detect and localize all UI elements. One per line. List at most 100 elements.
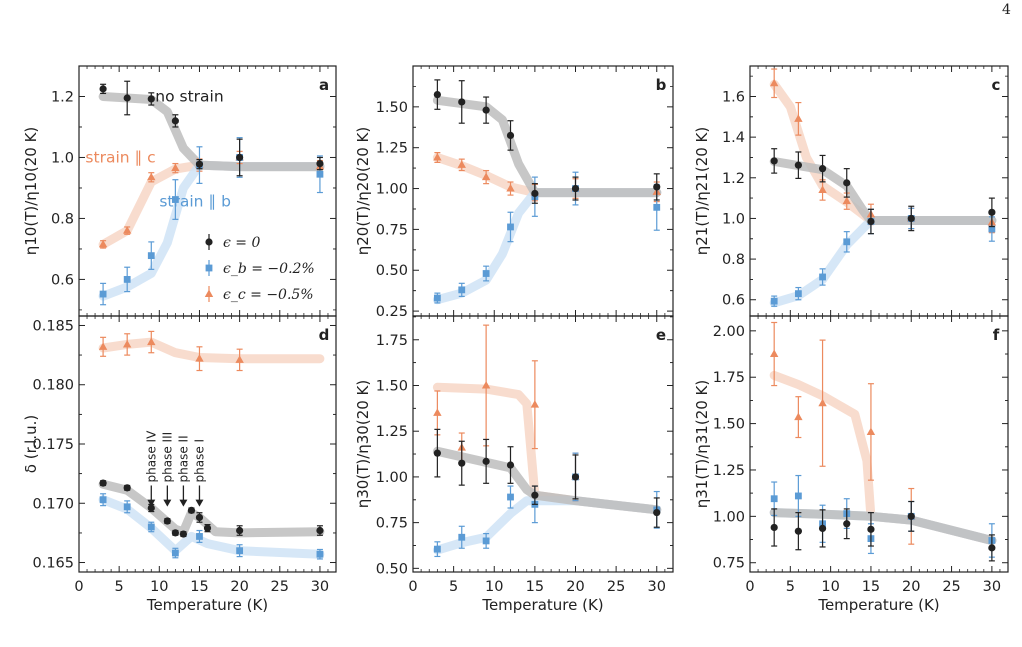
y-tick-label: 1.75 <box>713 370 745 386</box>
panel-label: d <box>319 326 330 344</box>
data-point-black <box>236 526 244 535</box>
data-point-black <box>770 523 778 532</box>
trend-band-orange <box>769 79 997 225</box>
data-point-black <box>99 85 107 93</box>
panel-label: b <box>656 76 667 94</box>
data-point-black <box>195 513 204 522</box>
x-tick-label: 15 <box>526 579 544 595</box>
annotation-label: strain ∥ c <box>85 148 155 166</box>
trend-band-orange <box>98 337 325 364</box>
data-point-orange <box>122 226 132 234</box>
x-tick-label: 30 <box>311 579 329 595</box>
page-number: 4 <box>1002 2 1011 18</box>
y-tick-label: 0.6 <box>722 293 745 309</box>
panel-c: 0.6 0.8 1.0 1.2 1.4 1.6 η21(T)/η21(20 K) c <box>693 65 1009 317</box>
annotation-label: no strain <box>155 87 223 105</box>
x-tick-label: 25 <box>942 579 960 595</box>
y-tick-label: 1.0 <box>51 150 74 166</box>
data-point-blue <box>147 252 155 260</box>
data-point-orange <box>98 342 108 350</box>
data-point-black <box>458 459 466 467</box>
data-point-blue <box>316 550 324 558</box>
data-point-black <box>818 524 827 533</box>
y-tick-label: 1.25 <box>713 463 745 479</box>
data-point-blue <box>794 492 802 500</box>
y-tick-label: 0.25 <box>376 304 408 320</box>
legend-label: ϵ = 0 <box>223 235 260 251</box>
data-point-blue <box>819 273 826 281</box>
data-point-orange <box>147 337 156 346</box>
panel-f: 0 5 10 15 20 25 30 0.75 1.00 1.25 1.50 1.75 2.00 η31(… <box>693 315 1009 614</box>
data-point-black <box>147 504 155 512</box>
trend-band-black <box>769 508 997 545</box>
data-point-black <box>506 461 515 469</box>
y-tick-label: 0.170 <box>32 496 74 512</box>
trend-band-blue <box>769 216 997 308</box>
data-point-blue <box>147 523 155 531</box>
data-point-blue <box>99 290 107 298</box>
panel-a: 0.6 0.8 1.0 1.2 η10(T)/η10(20 K) a no strain st… <box>22 65 337 317</box>
data-point-orange <box>195 354 204 362</box>
y-tick-label: 1.0 <box>722 211 745 227</box>
data-point-orange <box>794 114 803 122</box>
data-point-blue <box>123 503 131 511</box>
data-point-orange <box>171 163 180 172</box>
phase-label: phase IV <box>144 430 158 483</box>
data-point-black <box>818 165 827 173</box>
x-tick-label: 0 <box>745 579 754 595</box>
x-axis-label: Temperature (K) <box>817 596 939 614</box>
panel-label: e <box>656 326 666 344</box>
data-point-black <box>653 183 661 191</box>
data-point-blue <box>482 270 490 277</box>
y-tick-label: 0.75 <box>376 516 408 532</box>
data-point-black <box>195 160 204 168</box>
data-point-black <box>433 90 441 99</box>
legend-label: ϵ_b = −0.2% <box>223 261 315 277</box>
data-point-orange <box>235 355 244 363</box>
panel-e: 0 5 10 15 20 25 30 0.50 0.75 1.00 1.25 1.50 1.75 η30(… <box>354 315 674 614</box>
y-tick-label: 1.2 <box>722 171 745 187</box>
x-tick-label: 15 <box>190 579 208 595</box>
panel-label: a <box>319 76 329 94</box>
data-point-black <box>770 157 778 165</box>
panel-label: f <box>993 326 1000 344</box>
data-point-black <box>867 217 875 226</box>
data-point-black <box>236 153 244 162</box>
data-point-black <box>531 189 539 198</box>
trend-band-blue <box>98 495 325 559</box>
trend-band-blue <box>432 188 662 305</box>
x-tick-label: 15 <box>862 579 880 595</box>
y-tick-label: 1.00 <box>376 470 408 486</box>
data-point-blue <box>433 545 441 553</box>
data-point-black <box>794 161 802 169</box>
data-point-black <box>458 98 466 106</box>
y-tick-label: 2.00 <box>713 324 745 340</box>
data-point-black <box>988 544 996 552</box>
data-point-blue <box>196 533 203 540</box>
data-point-blue <box>507 493 514 501</box>
y-tick-label: 0.175 <box>32 437 74 453</box>
data-point-orange <box>433 153 442 161</box>
data-point-black <box>843 520 851 528</box>
data-point-blue <box>482 537 490 545</box>
data-point-blue <box>653 203 661 211</box>
data-point-blue <box>794 290 802 298</box>
x-tick-label: 10 <box>150 579 168 595</box>
x-tick-label: 30 <box>648 579 666 595</box>
y-tick-label: 0.50 <box>376 263 408 279</box>
phase-arrowhead <box>163 499 172 507</box>
y-tick-label: 1.25 <box>376 424 408 440</box>
data-point-black <box>163 517 171 525</box>
x-tick-label: 5 <box>115 579 124 595</box>
y-tick-label: 0.8 <box>722 252 745 268</box>
x-tick-label: 25 <box>607 579 625 595</box>
data-point-orange <box>122 339 132 348</box>
data-point-orange <box>769 349 779 358</box>
data-point-black <box>433 449 441 457</box>
data-point-orange <box>866 427 876 435</box>
data-point-black <box>988 208 996 216</box>
data-point-black <box>203 524 212 532</box>
data-point-black <box>907 512 915 520</box>
y-axis-label: η30(T)/η30(20 K) <box>354 380 372 509</box>
